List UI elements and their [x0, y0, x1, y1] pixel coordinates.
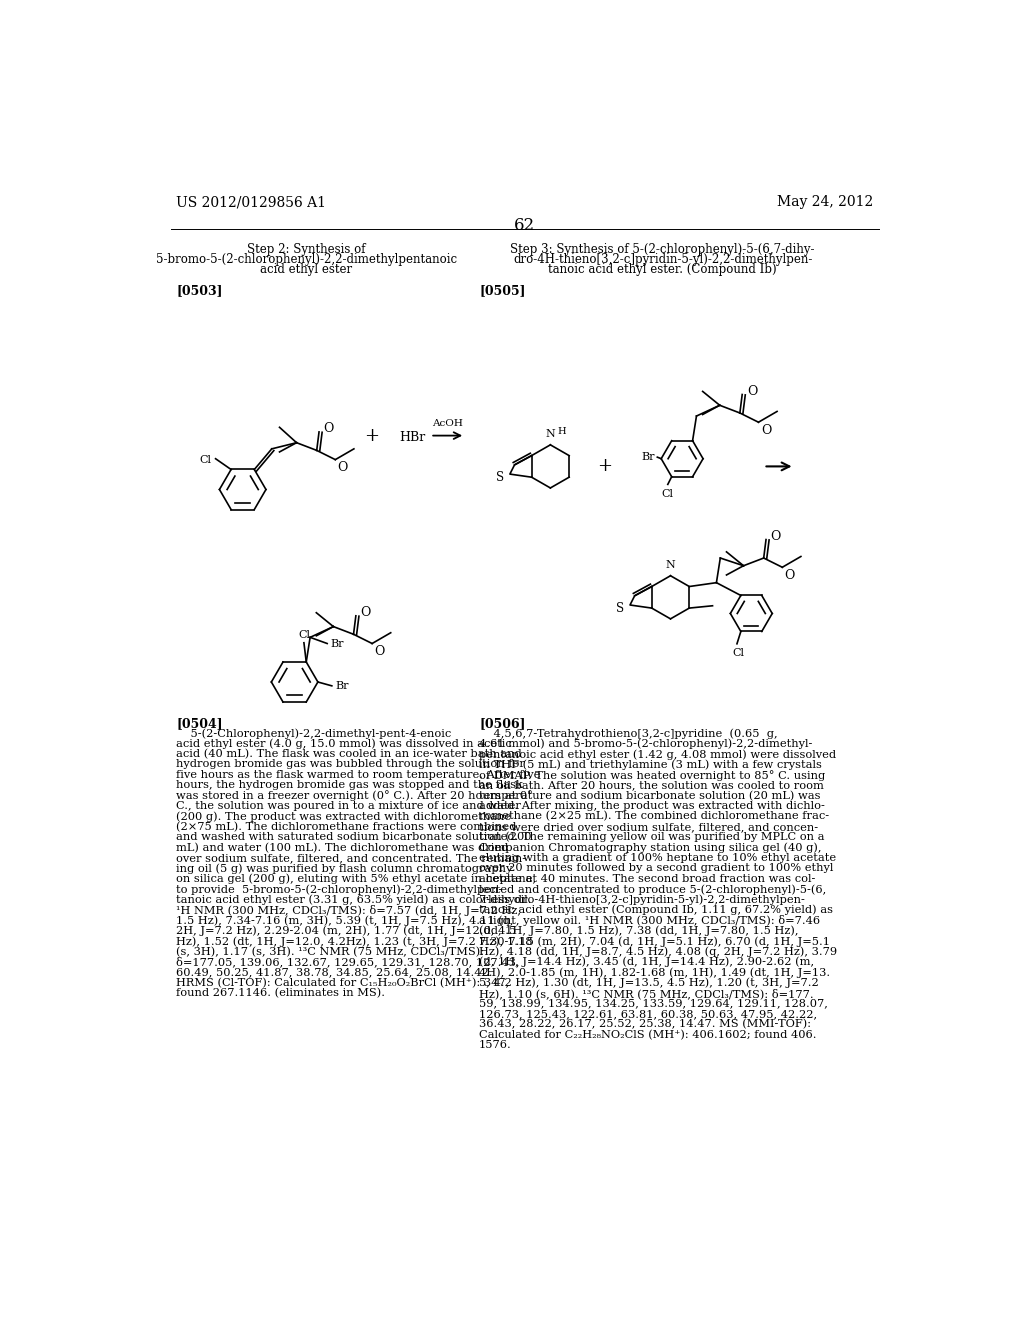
- Text: S: S: [616, 602, 625, 615]
- Text: over sodium sulfate, filtered, and concentrated. The remain-: over sodium sulfate, filtered, and conce…: [176, 853, 526, 863]
- Text: mL) and water (100 mL). The dichloromethane was dried: mL) and water (100 mL). The dichlorometh…: [176, 842, 509, 853]
- Text: ing oil (5 g) was purified by flash column chromatography: ing oil (5 g) was purified by flash colu…: [176, 863, 512, 874]
- Text: HBr: HBr: [399, 430, 426, 444]
- Text: 4.61 mmol) and 5-bromo-5-(2-chlorophenyl)-2,2-dimethyl-: 4.61 mmol) and 5-bromo-5-(2-chlorophenyl…: [479, 739, 812, 750]
- Text: of DMAP. The solution was heated overnight to 85° C. using: of DMAP. The solution was heated overnig…: [479, 770, 825, 780]
- Text: 2H, J=7.2 Hz), 2.29-2.04 (m, 2H), 1.77 (dt, 1H, J=12.0, 4.5: 2H, J=7.2 Hz), 2.29-2.04 (m, 2H), 1.77 (…: [176, 925, 516, 936]
- Text: Calculated for C₂₂H₂₈NO₂ClS (MH⁺): 406.1602; found 406.: Calculated for C₂₂H₂₈NO₂ClS (MH⁺): 406.1…: [479, 1030, 816, 1040]
- Text: O: O: [761, 424, 771, 437]
- Text: (d, 1H, J=14.4 Hz), 3.45 (d, 1H, J=14.4 Hz), 2.90-2.62 (m,: (d, 1H, J=14.4 Hz), 3.45 (d, 1H, J=14.4 …: [479, 957, 814, 968]
- Text: to provide  5-bromo-5-(2-chlorophenyl)-2,2-dimethylpen-: to provide 5-bromo-5-(2-chlorophenyl)-2,…: [176, 884, 503, 895]
- Text: Br: Br: [335, 681, 348, 690]
- Text: hydrogen bromide gas was bubbled through the solution for: hydrogen bromide gas was bubbled through…: [176, 759, 525, 770]
- Text: was stored in a freezer overnight (0° C.). After 20 hours at 0°: was stored in a freezer overnight (0° C.…: [176, 791, 532, 801]
- Text: an oil bath. After 20 hours, the solution was cooled to room: an oil bath. After 20 hours, the solutio…: [479, 780, 824, 791]
- Text: Cl: Cl: [298, 631, 310, 640]
- Text: acid ethyl ester (4.0 g, 15.0 mmol) was dissolved in acetic: acid ethyl ester (4.0 g, 15.0 mmol) was …: [176, 739, 512, 750]
- Text: (200 g). The product was extracted with dichloromethane: (200 g). The product was extracted with …: [176, 812, 511, 822]
- Text: 4,5,6,7-Tetrahydrothieno[3,2-c]pyridine  (0.65  g,: 4,5,6,7-Tetrahydrothieno[3,2-c]pyridine …: [479, 729, 777, 739]
- Text: Cl: Cl: [200, 455, 212, 465]
- Text: H: H: [557, 426, 566, 436]
- Text: lected and concentrated to produce 5-(2-chlorophenyl)-5-(6,: lected and concentrated to produce 5-(2-…: [479, 884, 826, 895]
- Text: found 267.1146. (eliminates in MS).: found 267.1146. (eliminates in MS).: [176, 989, 385, 998]
- Text: on silica gel (200 g), eluting with 5% ethyl acetate in heptane,: on silica gel (200 g), eluting with 5% e…: [176, 874, 537, 884]
- Text: (2×75 mL). The dichloromethane fractions were combined: (2×75 mL). The dichloromethane fractions…: [176, 822, 516, 832]
- Text: tanoic acid ethyl ester (Compound Ib, 1.11 g, 67.2% yield) as: tanoic acid ethyl ester (Compound Ib, 1.…: [479, 906, 834, 916]
- Text: a light, yellow oil. ¹H NMR (300 MHz, CDCl₃/TMS): δ=7.46: a light, yellow oil. ¹H NMR (300 MHz, CD…: [479, 915, 820, 927]
- Text: trated. The remaining yellow oil was purified by MPLC on a: trated. The remaining yellow oil was pur…: [479, 832, 824, 842]
- Text: Hz), 1.52 (dt, 1H, J=12.0, 4.2Hz), 1.23 (t, 3H, J=7.2 Hz), 1.18: Hz), 1.52 (dt, 1H, J=12.0, 4.2Hz), 1.23 …: [176, 936, 532, 946]
- Text: S: S: [497, 471, 505, 484]
- Text: five hours as the flask warmed to room temperature. After five: five hours as the flask warmed to room t…: [176, 770, 541, 780]
- Text: δ=177.05, 139.06, 132.67, 129.65, 129.31, 128.70, 127.43,: δ=177.05, 139.06, 132.67, 129.65, 129.31…: [176, 957, 519, 968]
- Text: Cl: Cl: [662, 488, 674, 499]
- Text: acetate at 40 minutes. The second broad fraction was col-: acetate at 40 minutes. The second broad …: [479, 874, 815, 883]
- Text: 59, 138.99, 134.95, 134.25, 133.59, 129.64, 129.11, 128.07,: 59, 138.99, 134.95, 134.25, 133.59, 129.…: [479, 998, 828, 1008]
- Text: US 2012/0129856 A1: US 2012/0129856 A1: [176, 195, 326, 210]
- Text: acid (40 mL). The flask was cooled in an ice-water bath and: acid (40 mL). The flask was cooled in an…: [176, 748, 522, 759]
- Text: romethane (2×25 mL). The combined dichloromethane frac-: romethane (2×25 mL). The combined dichlo…: [479, 812, 829, 821]
- Text: in THF (5 mL) and triethylamine (3 mL) with a few crystals: in THF (5 mL) and triethylamine (3 mL) w…: [479, 759, 822, 770]
- Text: 1.5 Hz), 7.34-7.16 (m, 3H), 5.39 (t, 1H, J=7.5 Hz), 4.11 (q,: 1.5 Hz), 7.34-7.16 (m, 3H), 5.39 (t, 1H,…: [176, 915, 514, 925]
- Text: eluting with a gradient of 100% heptane to 10% ethyl acetate: eluting with a gradient of 100% heptane …: [479, 853, 837, 863]
- Text: +: +: [597, 458, 612, 475]
- Text: [0503]: [0503]: [176, 284, 222, 297]
- Text: tanoic acid ethyl ester (3.31 g, 63.5% yield) as a colorless oil.: tanoic acid ethyl ester (3.31 g, 63.5% y…: [176, 895, 531, 906]
- Text: C., the solution was poured in to a mixture of ice and water: C., the solution was poured in to a mixt…: [176, 801, 521, 810]
- Text: 5-(2-Chlorophenyl)-2,2-dimethyl-pent-4-enoic: 5-(2-Chlorophenyl)-2,2-dimethyl-pent-4-e…: [176, 729, 452, 739]
- Text: pentanoic acid ethyl ester (1.42 g, 4.08 mmol) were dissolved: pentanoic acid ethyl ester (1.42 g, 4.08…: [479, 748, 837, 759]
- Text: acid ethyl ester: acid ethyl ester: [260, 263, 352, 276]
- Text: hours, the hydrogen bromide gas was stopped and the flask: hours, the hydrogen bromide gas was stop…: [176, 780, 523, 791]
- Text: 36.43, 28.22, 26.17, 25.52, 25.38, 14.47. MS (MMI-TOF):: 36.43, 28.22, 26.17, 25.52, 25.38, 14.47…: [479, 1019, 811, 1030]
- Text: 7-dihydro-4H-thieno[3,2-c]pyridin-5-yl)-2,2-dimethylpen-: 7-dihydro-4H-thieno[3,2-c]pyridin-5-yl)-…: [479, 895, 805, 906]
- Text: AcOH: AcOH: [432, 418, 463, 428]
- Text: 62: 62: [514, 216, 536, 234]
- Text: 126.73, 125.43, 122.61, 63.81, 60.38, 50.63, 47.95, 42.22,: 126.73, 125.43, 122.61, 63.81, 60.38, 50…: [479, 1008, 817, 1019]
- Text: HRMS (Cl-TOF): Calculated for C₁₅H₂₀O₂BrCl (MH⁺): 347,: HRMS (Cl-TOF): Calculated for C₁₅H₂₀O₂Br…: [176, 978, 509, 989]
- Text: Br: Br: [641, 453, 655, 462]
- Text: 1576.: 1576.: [479, 1040, 512, 1049]
- Text: (dd, 1H, J=7.80, 1.5 Hz), 7.38 (dd, 1H, J=7.80, 1.5 Hz),: (dd, 1H, J=7.80, 1.5 Hz), 7.38 (dd, 1H, …: [479, 925, 799, 936]
- Text: O: O: [771, 529, 781, 543]
- Text: O: O: [324, 421, 334, 434]
- Text: added. After mixing, the product was extracted with dichlo-: added. After mixing, the product was ext…: [479, 801, 825, 810]
- Text: Hz), 4.18 (dd, 1H, J=8.7, 4.5 Hz), 4.08 (q, 2H, J=7.2 Hz), 3.79: Hz), 4.18 (dd, 1H, J=8.7, 4.5 Hz), 4.08 …: [479, 946, 838, 957]
- Text: 60.49, 50.25, 41.87, 38.78, 34.85, 25.64, 25.08, 14.42.: 60.49, 50.25, 41.87, 38.78, 34.85, 25.64…: [176, 968, 493, 977]
- Text: over 20 minutes followed by a second gradient to 100% ethyl: over 20 minutes followed by a second gra…: [479, 863, 834, 874]
- Text: tions were dried over sodium sulfate, filtered, and concen-: tions were dried over sodium sulfate, fi…: [479, 822, 818, 832]
- Text: N: N: [546, 429, 555, 438]
- Text: tanoic acid ethyl ester. (Compound Ib): tanoic acid ethyl ester. (Compound Ib): [549, 263, 777, 276]
- Text: [0505]: [0505]: [479, 284, 525, 297]
- Text: O: O: [746, 385, 757, 397]
- Text: 5-bromo-5-(2-chlorophenyl)-2,2-dimethylpentanoic: 5-bromo-5-(2-chlorophenyl)-2,2-dimethylp…: [156, 253, 457, 267]
- Text: [0504]: [0504]: [176, 718, 222, 730]
- Text: temperature and sodium bicarbonate solution (20 mL) was: temperature and sodium bicarbonate solut…: [479, 791, 820, 801]
- Text: Step 3: Synthesis of 5-(2-chlorophenyl)-5-(6,7-dihy-: Step 3: Synthesis of 5-(2-chlorophenyl)-…: [511, 243, 815, 256]
- Text: Hz), 1.10 (s, 6H). ¹³C NMR (75 MHz, CDCl₃/TMS): δ=177.: Hz), 1.10 (s, 6H). ¹³C NMR (75 MHz, CDCl…: [479, 989, 814, 999]
- Text: 4H), 2.0-1.85 (m, 1H), 1.82-1.68 (m, 1H), 1.49 (dt, 1H, J=13.: 4H), 2.0-1.85 (m, 1H), 1.82-1.68 (m, 1H)…: [479, 968, 830, 978]
- Text: O: O: [338, 461, 348, 474]
- Text: O: O: [375, 645, 385, 659]
- Text: ¹H NMR (300 MHz, CDCl₃/TMS): δ=7.57 (dd, 1H, J=7.2 Hz,: ¹H NMR (300 MHz, CDCl₃/TMS): δ=7.57 (dd,…: [176, 906, 521, 916]
- Text: dro-4H-thieno[3,2-c]pyridin-5-yl)-2,2-dimethylpen-: dro-4H-thieno[3,2-c]pyridin-5-yl)-2,2-di…: [513, 253, 812, 267]
- Text: 5, 4.2 Hz), 1.30 (dt, 1H, J=13.5, 4.5 Hz), 1.20 (t, 3H, J=7.2: 5, 4.2 Hz), 1.30 (dt, 1H, J=13.5, 4.5 Hz…: [479, 978, 819, 989]
- Text: Companion Chromatography station using silica gel (40 g),: Companion Chromatography station using s…: [479, 842, 821, 853]
- Text: May 24, 2012: May 24, 2012: [777, 195, 873, 210]
- Text: and washed with saturated sodium bicarbonate solution (200: and washed with saturated sodium bicarbo…: [176, 832, 531, 842]
- Text: +: +: [365, 426, 380, 445]
- Text: Cl: Cl: [732, 648, 744, 659]
- Text: O: O: [784, 569, 795, 582]
- Text: 7.30-7.15 (m, 2H), 7.04 (d, 1H, J=5.1 Hz), 6.70 (d, 1H, J=5.1: 7.30-7.15 (m, 2H), 7.04 (d, 1H, J=5.1 Hz…: [479, 936, 830, 946]
- Text: Br: Br: [331, 639, 344, 648]
- Text: N: N: [666, 560, 676, 570]
- Text: O: O: [360, 606, 371, 619]
- Text: Step 2: Synthesis of: Step 2: Synthesis of: [247, 243, 366, 256]
- Text: (s, 3H), 1.17 (s, 3H). ¹³C NMR (75 MHz, CDCl₃/TMS):: (s, 3H), 1.17 (s, 3H). ¹³C NMR (75 MHz, …: [176, 946, 484, 957]
- Text: [0506]: [0506]: [479, 718, 525, 730]
